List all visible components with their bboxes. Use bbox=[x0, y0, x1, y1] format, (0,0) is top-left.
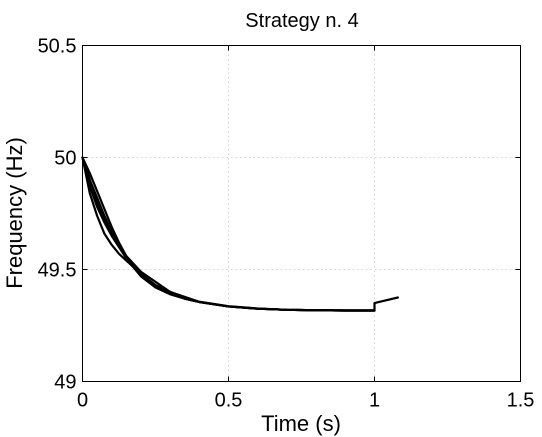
plot-frame bbox=[82, 45, 521, 382]
tick-labels: 0 0.5 1 1.5 49 49.5 50 50.5 bbox=[38, 36, 535, 412]
y-tick-label: 50 bbox=[54, 148, 76, 170]
axis-ticks bbox=[82, 45, 521, 382]
y-tick-label: 49 bbox=[54, 372, 76, 394]
x-axis-label: Time (s) bbox=[261, 411, 341, 436]
x-tick-label: 0 bbox=[77, 390, 88, 412]
x-tick-label: 0.5 bbox=[215, 390, 243, 412]
x-tick-label: 1 bbox=[369, 390, 380, 412]
series-group bbox=[81, 156, 399, 312]
y-axis-label: Frequency (Hz) bbox=[2, 137, 27, 289]
y-tick-label: 50.5 bbox=[38, 36, 77, 58]
series-line-5 bbox=[81, 156, 399, 312]
grid bbox=[82, 45, 521, 382]
x-tick-label: 1.5 bbox=[507, 390, 535, 412]
y-tick-label: 49.5 bbox=[38, 260, 77, 282]
chart-title: Strategy n. 4 bbox=[245, 10, 358, 32]
